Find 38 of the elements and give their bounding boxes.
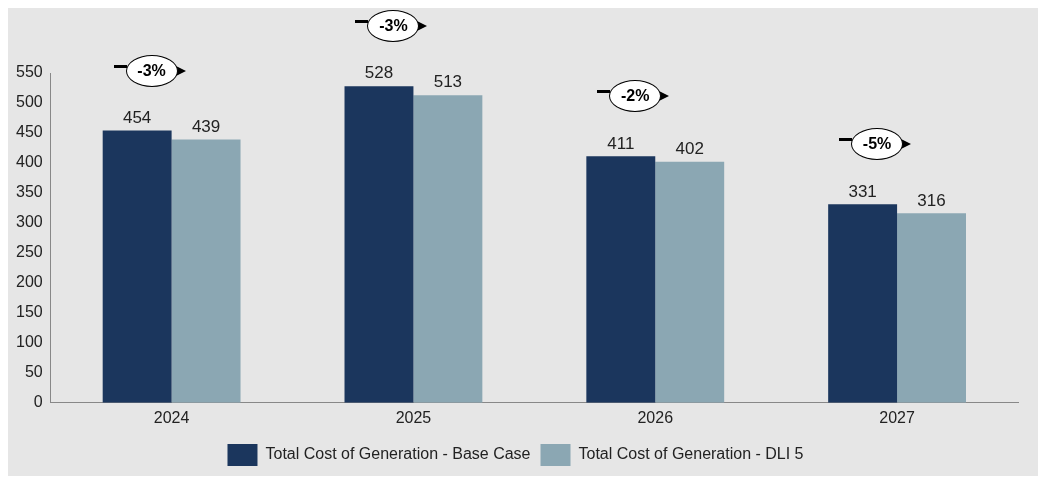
y-tick-label: 0: [33, 393, 43, 411]
annotation: -3%: [125, 54, 178, 87]
bar: [586, 156, 656, 403]
y-tick-label: 450: [15, 123, 43, 141]
bar: [344, 86, 414, 403]
annotation: -2%: [609, 80, 662, 113]
text: -3%: [367, 10, 420, 43]
x-tick-label: 2025: [395, 408, 432, 426]
y-tick-label: 300: [15, 213, 43, 231]
y-tick-label: 400: [15, 153, 43, 171]
y-tick-label: 100: [15, 333, 43, 351]
data-label: 528: [364, 63, 394, 83]
bar: [828, 204, 898, 403]
bar: [655, 161, 725, 403]
y-tick-label: 350: [15, 183, 43, 201]
data-label: 454: [122, 107, 152, 127]
x-tick-label: 2027: [879, 408, 915, 426]
legend-label: Total Cost of Generation - DLI 5: [578, 445, 804, 463]
y-tick-label: 50: [24, 363, 43, 381]
bar: [171, 139, 241, 403]
data-label: 402: [675, 138, 704, 158]
x-tick-label: 2026: [637, 408, 674, 426]
data-label: 439: [191, 116, 221, 136]
x-tick-label: 2024: [153, 408, 190, 426]
annotation: -5%: [851, 128, 904, 161]
bar: [413, 95, 483, 403]
y-tick-label: 150: [15, 303, 43, 321]
data-label: 316: [917, 190, 946, 210]
bar: [102, 130, 172, 403]
bar: [897, 213, 967, 403]
data-label: 331: [848, 181, 877, 201]
y-tick-label: 250: [15, 243, 43, 261]
legend-label: Total Cost of Generation - Base Case: [265, 445, 531, 463]
data-label: 513: [433, 72, 463, 92]
y-tick-label: 550: [15, 63, 43, 81]
data-label: 411: [607, 133, 635, 153]
y-tick-label: 200: [15, 273, 43, 291]
y-tick-label: 500: [15, 93, 43, 111]
